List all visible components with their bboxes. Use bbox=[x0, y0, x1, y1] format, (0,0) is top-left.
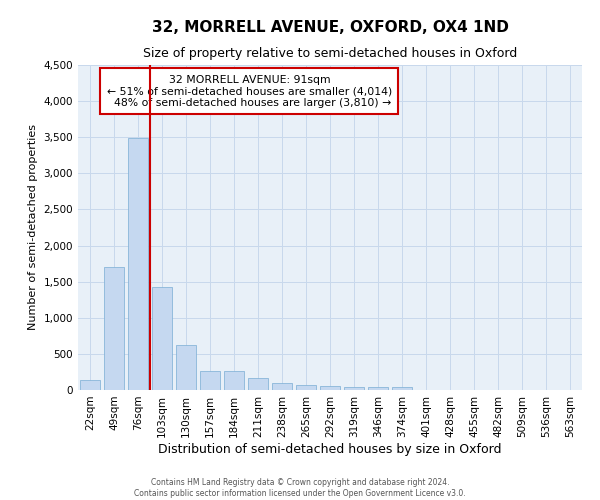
Bar bbox=[368, 388, 388, 390]
Text: 32 MORRELL AVENUE: 91sqm  
← 51% of semi-detached houses are smaller (4,014)
  4: 32 MORRELL AVENUE: 91sqm ← 51% of semi-d… bbox=[107, 74, 392, 108]
Bar bbox=[176, 345, 196, 390]
Text: 32, MORRELL AVENUE, OXFORD, OX4 1ND: 32, MORRELL AVENUE, OXFORD, OX4 1ND bbox=[152, 20, 508, 35]
Text: Contains HM Land Registry data © Crown copyright and database right 2024.
Contai: Contains HM Land Registry data © Crown c… bbox=[134, 478, 466, 498]
Bar bbox=[248, 378, 268, 390]
Bar bbox=[392, 388, 412, 390]
Bar bbox=[296, 384, 316, 390]
Text: Size of property relative to semi-detached houses in Oxford: Size of property relative to semi-detach… bbox=[143, 48, 517, 60]
Bar bbox=[80, 380, 100, 390]
Bar bbox=[320, 386, 340, 390]
Bar bbox=[128, 138, 148, 390]
Bar bbox=[224, 370, 244, 390]
Bar bbox=[344, 387, 364, 390]
Bar bbox=[200, 370, 220, 390]
Bar bbox=[152, 288, 172, 390]
Y-axis label: Number of semi-detached properties: Number of semi-detached properties bbox=[28, 124, 38, 330]
Bar bbox=[272, 383, 292, 390]
Bar bbox=[104, 267, 124, 390]
X-axis label: Distribution of semi-detached houses by size in Oxford: Distribution of semi-detached houses by … bbox=[158, 442, 502, 456]
